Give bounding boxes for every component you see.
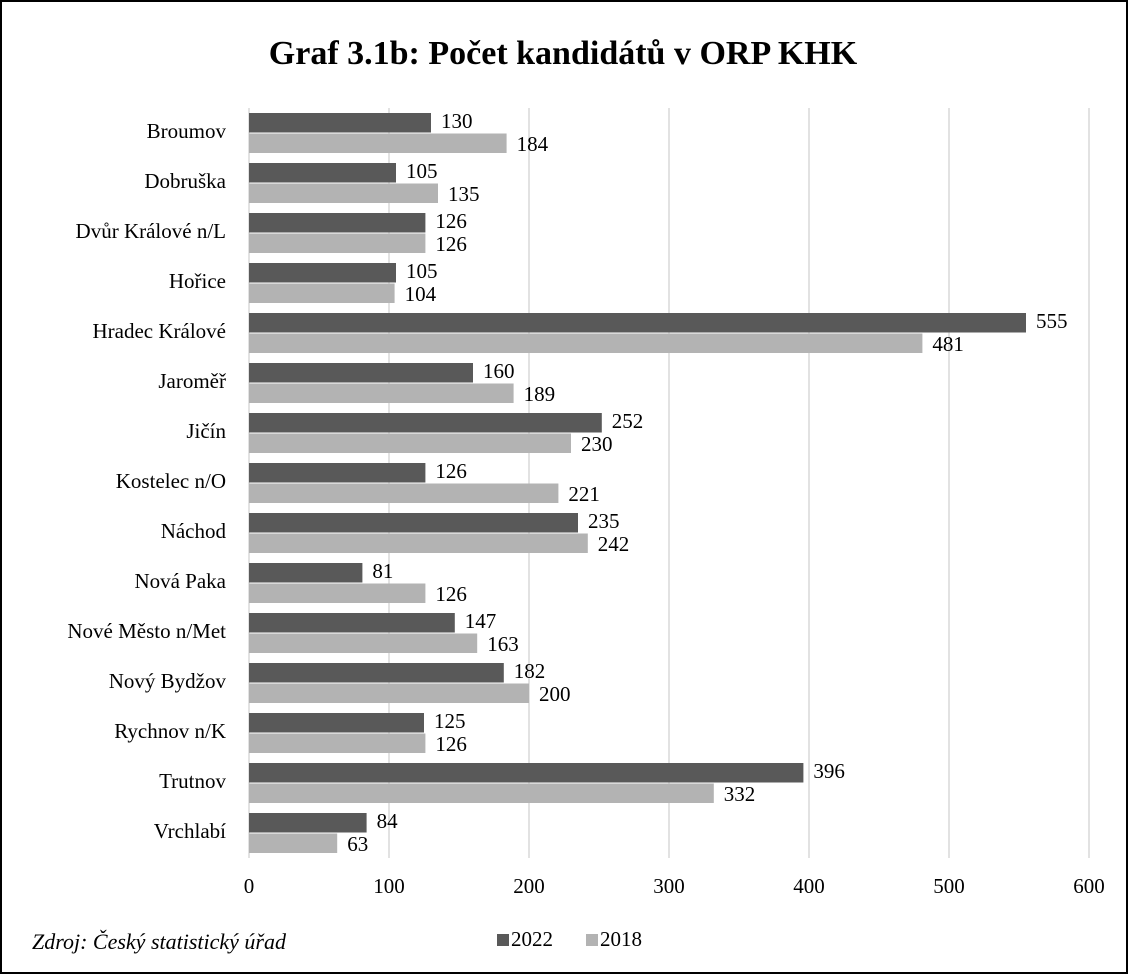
value-label: 126: [435, 232, 467, 256]
value-label: 130: [441, 109, 473, 133]
bar: [249, 783, 714, 803]
bar: [249, 533, 588, 553]
value-label: 125: [434, 709, 466, 733]
bar: [249, 683, 529, 703]
legend-label: 2022: [511, 927, 553, 951]
value-label: 105: [406, 159, 438, 183]
bar: [249, 363, 473, 383]
bar: [249, 613, 455, 633]
bar: [249, 513, 578, 533]
y-tick-label: Nová Paka: [134, 569, 226, 593]
y-tick-label: Hořice: [169, 269, 226, 293]
value-label: 126: [435, 732, 467, 756]
x-tick-label: 600: [1073, 874, 1105, 898]
bar: [249, 713, 424, 733]
value-label: 105: [406, 259, 438, 283]
bar: [249, 263, 396, 283]
x-tick-label: 300: [653, 874, 685, 898]
source: Zdroj: Český statistický úřad: [32, 929, 287, 954]
bar: [249, 333, 923, 353]
x-tick-label: 500: [933, 874, 965, 898]
y-tick-label: Dvůr Králové n/L: [76, 219, 226, 243]
x-tick-label: 200: [513, 874, 545, 898]
bar: [249, 213, 426, 233]
bar: [249, 763, 804, 783]
value-label: 81: [372, 559, 393, 583]
value-label: 126: [435, 209, 467, 233]
legend-label: 2018: [600, 927, 642, 951]
x-tick-label: 400: [793, 874, 825, 898]
bar: [249, 463, 426, 483]
bar: [249, 113, 431, 133]
value-label: 242: [598, 532, 630, 556]
bar: [249, 183, 438, 203]
y-tick-label: Rychnov n/K: [114, 719, 226, 743]
value-label: 147: [465, 609, 497, 633]
y-tick-label: Náchod: [161, 519, 227, 543]
value-label: 221: [568, 482, 600, 506]
bar: [249, 313, 1026, 333]
value-label: 84: [377, 809, 399, 833]
value-label: 126: [435, 459, 467, 483]
y-tick-label: Hradec Králové: [92, 319, 226, 343]
y-tick-label: Kostelec n/O: [116, 469, 226, 493]
bar: [249, 233, 426, 253]
y-tick-label: Nový Bydžov: [109, 669, 227, 693]
bar: [249, 483, 559, 503]
bar: [249, 413, 602, 433]
value-label: 163: [487, 632, 519, 656]
legend-swatch: [497, 934, 509, 946]
value-label: 63: [347, 832, 368, 856]
value-label: 189: [524, 382, 556, 406]
legend-swatch: [586, 934, 598, 946]
value-label: 126: [435, 582, 467, 606]
value-label: 182: [514, 659, 546, 683]
y-tick-label: Nové Město n/Met: [67, 619, 226, 643]
y-tick-label: Vrchlabí: [154, 819, 226, 843]
y-tick-label: Jaroměř: [158, 369, 226, 393]
bar: [249, 633, 478, 653]
bar: [249, 833, 338, 853]
x-tick-label: 100: [373, 874, 405, 898]
value-label: 160: [483, 359, 515, 383]
chart-title: Graf 3.1b: Počet kandidátů v ORP KHK: [269, 35, 858, 72]
bar: [249, 433, 571, 453]
value-label: 135: [448, 182, 480, 206]
bar: [249, 283, 395, 303]
bar: [249, 733, 426, 753]
value-label: 200: [539, 682, 571, 706]
bar: [249, 163, 396, 183]
value-label: 332: [724, 782, 756, 806]
value-label: 396: [813, 759, 845, 783]
value-label: 555: [1036, 309, 1068, 333]
value-label: 235: [588, 509, 620, 533]
value-label: 104: [405, 282, 437, 306]
bar: [249, 563, 363, 583]
y-tick-label: Jičín: [186, 419, 226, 443]
y-tick-label: Dobruška: [144, 169, 226, 193]
y-tick-label: Broumov: [147, 119, 227, 143]
value-label: 184: [517, 132, 549, 156]
x-tick-label: 0: [244, 874, 255, 898]
bar: [249, 133, 507, 153]
y-tick-label: Trutnov: [159, 769, 226, 793]
bar: [249, 583, 426, 603]
value-label: 252: [612, 409, 644, 433]
bar: [249, 663, 504, 683]
value-label: 230: [581, 432, 613, 456]
bar: [249, 383, 514, 403]
bar: [249, 813, 367, 833]
value-label: 481: [932, 332, 964, 356]
